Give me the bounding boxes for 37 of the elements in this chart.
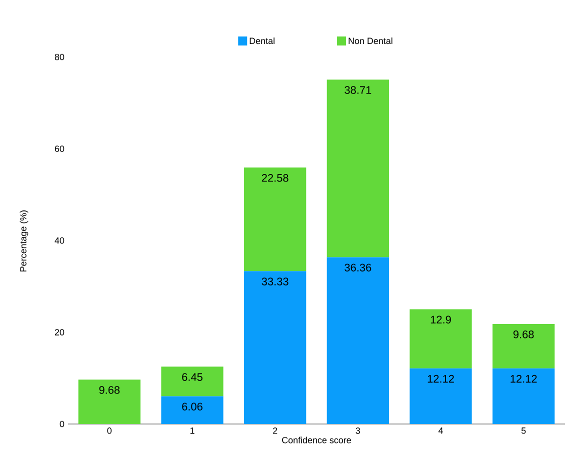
bar: [78, 380, 140, 424]
y-tick-label: 0: [60, 420, 64, 428]
data-label: 12.9: [430, 316, 451, 324]
bar: [492, 368, 555, 424]
x-tick-label: 1: [190, 428, 194, 434]
bar: [326, 257, 389, 424]
data-label: 6.45: [182, 373, 202, 381]
y-tick-label: 20: [54, 329, 64, 336]
data-label: 9.68: [513, 330, 534, 338]
bar: [161, 366, 224, 396]
bar: [410, 368, 472, 424]
data-label: 6.06: [182, 402, 202, 410]
y-tick-label: 40: [54, 237, 64, 244]
x-tick-label: 4: [438, 428, 443, 434]
data-label: 22.58: [262, 174, 288, 182]
y-tick-label: 60: [54, 146, 64, 152]
bar: [161, 396, 224, 424]
x-tick-label: 0: [107, 428, 112, 434]
bar: [492, 324, 555, 368]
data-label: 33.33: [262, 278, 288, 286]
data-label: 9.68: [99, 386, 120, 394]
data-label: 12.12: [510, 374, 537, 383]
x-tick-label: 3: [356, 428, 360, 434]
x-tick-label: 5: [521, 428, 526, 434]
data-label: 38.71: [344, 86, 372, 94]
y-axis-title: Percentage (%): [20, 210, 28, 272]
x-axis-title: Confidence score: [282, 436, 351, 444]
y-tick-label: 80: [54, 54, 64, 60]
bar: [244, 271, 306, 424]
bar: [326, 80, 389, 258]
x-tick-label: 2: [273, 428, 278, 434]
data-label: 12.12: [428, 374, 454, 383]
data-label: 36.36: [344, 264, 372, 272]
bar: [410, 309, 472, 368]
legend-label: Dental: [250, 37, 274, 44]
legend-label: Non Dental: [348, 37, 392, 44]
bar: [244, 168, 306, 272]
